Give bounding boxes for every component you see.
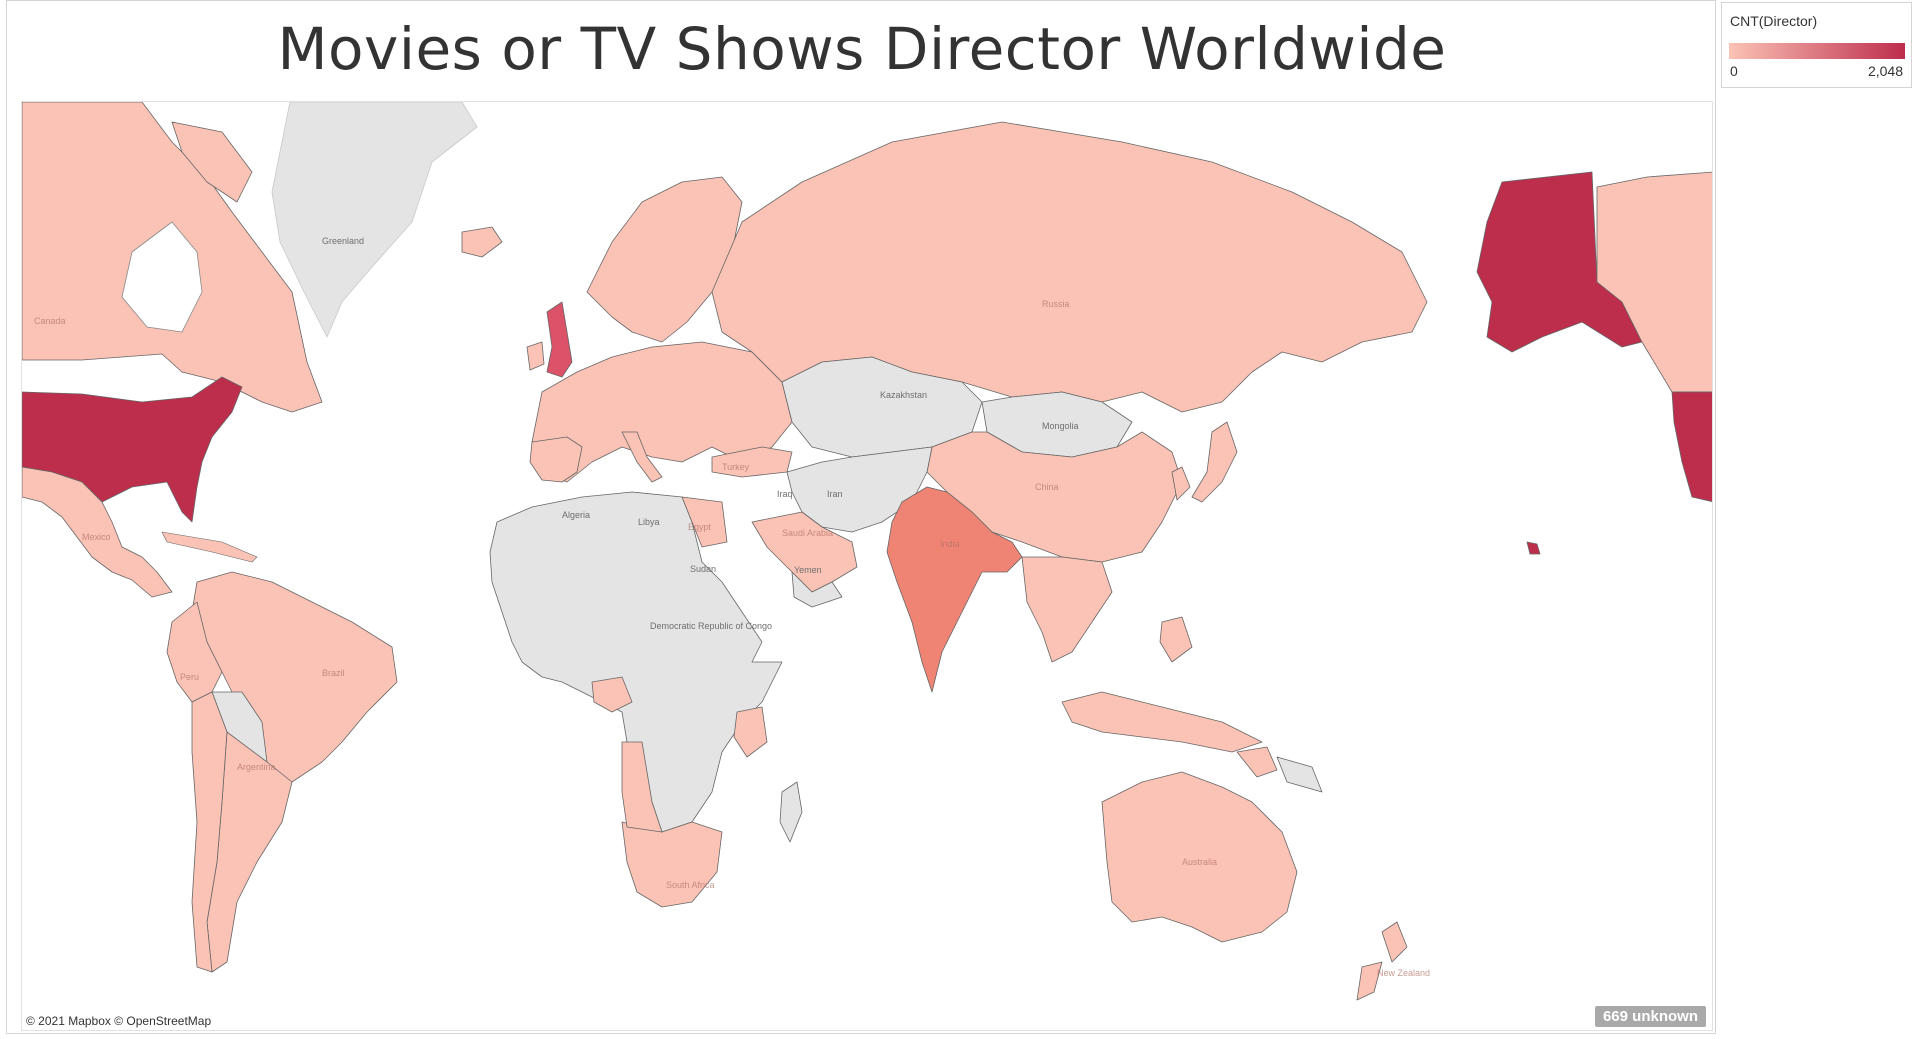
label-canada: Canada bbox=[34, 316, 66, 326]
country-labels: Greenland Canada Russia Kazakhstan Mongo… bbox=[34, 236, 1430, 978]
country-ireland[interactable] bbox=[526, 341, 545, 371]
country-philippines[interactable] bbox=[1159, 616, 1193, 663]
country-korea[interactable] bbox=[1171, 466, 1191, 501]
country-canada-islands[interactable] bbox=[171, 121, 253, 203]
country-india[interactable] bbox=[886, 486, 1023, 693]
label-drc: Democratic Republic of Congo bbox=[650, 621, 772, 631]
label-libya: Libya bbox=[638, 517, 660, 527]
label-yemen: Yemen bbox=[794, 565, 822, 575]
legend-title: CNT(Director) bbox=[1730, 13, 1818, 29]
label-iraq: Iraq bbox=[777, 489, 793, 499]
label-saudi-arabia: Saudi Arabia bbox=[782, 528, 833, 538]
country-spain-portugal[interactable] bbox=[529, 436, 583, 483]
country-kenya[interactable] bbox=[733, 706, 768, 758]
dashboard-frame: Movies or TV Shows Director Worldwide bbox=[6, 0, 1716, 1034]
label-south-africa: South Africa bbox=[666, 880, 715, 890]
label-india: India bbox=[940, 539, 960, 549]
country-angola-namibia[interactable] bbox=[621, 741, 663, 833]
label-algeria: Algeria bbox=[562, 510, 590, 520]
region-north-africa[interactable] bbox=[489, 491, 783, 833]
country-png-east[interactable] bbox=[1276, 756, 1323, 793]
country-yemen[interactable] bbox=[791, 571, 843, 608]
country-nigeria[interactable] bbox=[591, 676, 633, 713]
legend-min-label: 0 bbox=[1730, 63, 1738, 79]
country-australia[interactable] bbox=[1101, 771, 1298, 943]
color-legend[interactable]: CNT(Director) 0 2,048 bbox=[1721, 2, 1912, 88]
country-uk[interactable] bbox=[546, 301, 573, 378]
choropleth-map[interactable]: Greenland Canada Russia Kazakhstan Mongo… bbox=[21, 101, 1713, 1031]
label-egypt: Egypt bbox=[688, 522, 712, 532]
region-caribbean[interactable] bbox=[161, 531, 258, 563]
country-new-zealand[interactable] bbox=[1381, 921, 1408, 963]
label-argentina: Argentina bbox=[237, 762, 276, 772]
region-indonesia[interactable] bbox=[1061, 691, 1263, 753]
label-new-zealand: New Zealand bbox=[1377, 968, 1430, 978]
region-southeast-asia[interactable] bbox=[1021, 556, 1113, 663]
country-south-africa[interactable] bbox=[621, 821, 723, 908]
country-madagascar[interactable] bbox=[779, 781, 803, 843]
label-greenland: Greenland bbox=[322, 236, 364, 246]
country-italy[interactable] bbox=[621, 431, 663, 483]
country-iceland[interactable] bbox=[461, 226, 503, 258]
country-japan[interactable] bbox=[1191, 421, 1238, 503]
country-usa-east[interactable] bbox=[1671, 391, 1713, 502]
label-brazil: Brazil bbox=[322, 668, 345, 678]
label-iran: Iran bbox=[827, 489, 843, 499]
country-usa-hawaii[interactable] bbox=[1526, 541, 1541, 555]
legend-color-ramp bbox=[1729, 43, 1905, 59]
country-saudi-arabia[interactable] bbox=[751, 511, 858, 593]
country-greenland[interactable] bbox=[271, 102, 478, 338]
label-mexico: Mexico bbox=[82, 532, 111, 542]
unknown-locations-badge[interactable]: 669 unknown bbox=[1594, 1006, 1706, 1027]
label-peru: Peru bbox=[180, 672, 199, 682]
label-kazakhstan: Kazakhstan bbox=[880, 390, 927, 400]
label-australia: Australia bbox=[1182, 857, 1217, 867]
country-chile[interactable] bbox=[191, 691, 228, 973]
map-attribution[interactable]: © 2021 Mapbox © OpenStreetMap bbox=[26, 1014, 212, 1028]
country-mexico[interactable] bbox=[22, 466, 173, 598]
country-papua[interactable] bbox=[1236, 746, 1278, 778]
label-china: China bbox=[1035, 482, 1059, 492]
label-sudan: Sudan bbox=[690, 564, 716, 574]
country-egypt[interactable] bbox=[681, 496, 728, 548]
hudson-bay bbox=[121, 221, 203, 333]
country-canada-east[interactable] bbox=[1596, 171, 1713, 393]
country-new-zealand-south[interactable] bbox=[1356, 961, 1383, 1001]
page-title: Movies or TV Shows Director Worldwide bbox=[277, 15, 1447, 83]
label-mongolia: Mongolia bbox=[1042, 421, 1079, 431]
legend-max-label: 2,048 bbox=[1867, 63, 1903, 79]
label-russia: Russia bbox=[1042, 299, 1070, 309]
map-svg[interactable]: Greenland Canada Russia Kazakhstan Mongo… bbox=[22, 102, 1713, 1031]
label-turkey: Turkey bbox=[722, 462, 750, 472]
